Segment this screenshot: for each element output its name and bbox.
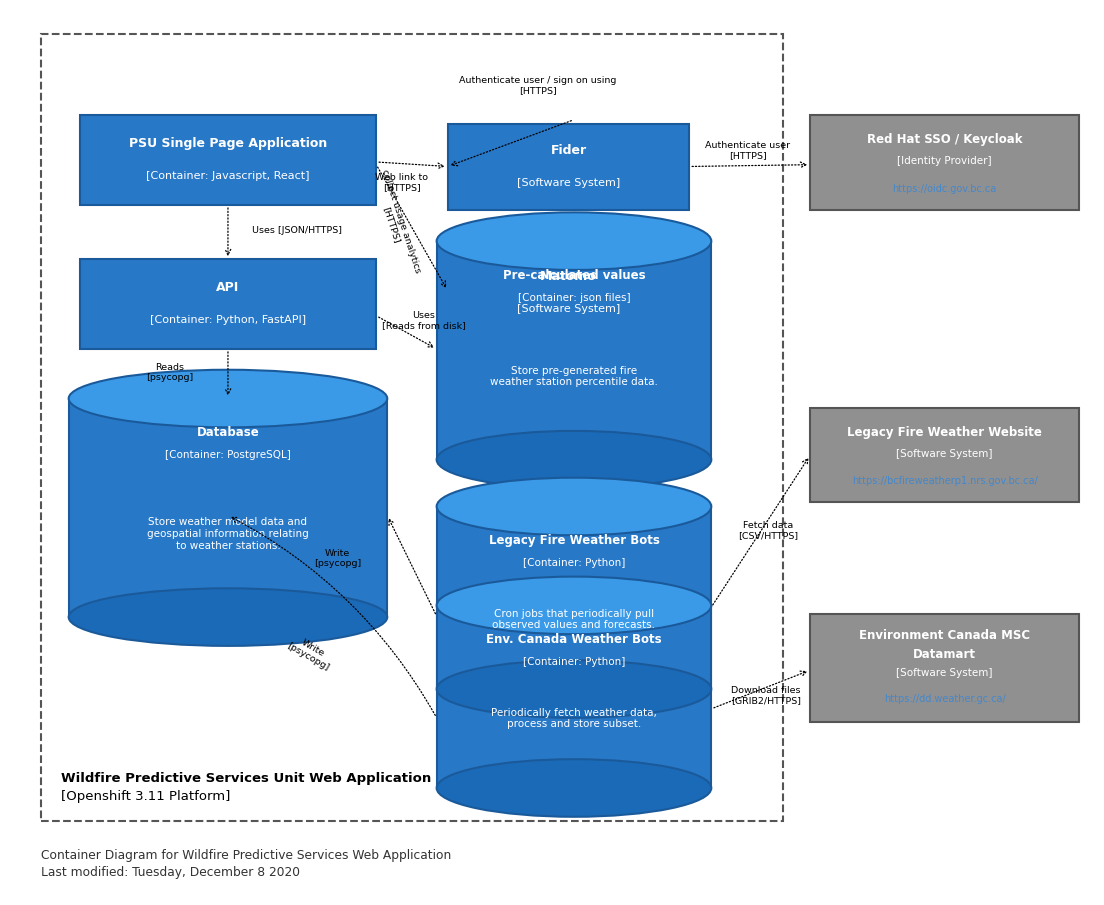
Text: Store pre-generated fire
weather station percentile data.: Store pre-generated fire weather station… (490, 366, 658, 387)
FancyBboxPatch shape (810, 614, 1080, 722)
Bar (437, 241, 711, 460)
Text: https://dd.weather.gc.ca/: https://dd.weather.gc.ca/ (884, 693, 1006, 703)
FancyBboxPatch shape (79, 115, 376, 205)
Text: Uses [JSON/HTTPS]: Uses [JSON/HTTPS] (252, 226, 342, 234)
Text: Write
[psycopg]: Write [psycopg] (315, 549, 361, 568)
Ellipse shape (68, 370, 388, 427)
Text: [Identity Provider]: [Identity Provider] (898, 157, 992, 167)
Bar (437, 507, 711, 689)
Text: Store weather model data and
geospatial information relating
to weather stations: Store weather model data and geospatial … (147, 518, 309, 550)
Text: Container Diagram for Wildfire Predictive Services Web Application: Container Diagram for Wildfire Predictiv… (41, 849, 452, 862)
Text: [Container: Python, FastAPI]: [Container: Python, FastAPI] (150, 315, 306, 325)
Ellipse shape (437, 431, 711, 489)
Text: Fetch data
[CSV/HTTPS]: Fetch data [CSV/HTTPS] (739, 521, 798, 540)
Text: API: API (216, 281, 240, 294)
Ellipse shape (68, 588, 388, 646)
FancyBboxPatch shape (810, 407, 1080, 502)
Text: Periodically fetch weather data,
process and store subset.: Periodically fetch weather data, process… (491, 708, 657, 729)
Ellipse shape (437, 759, 711, 817)
Text: [Software System]: [Software System] (896, 449, 992, 459)
Text: [Software System]: [Software System] (896, 668, 992, 678)
Ellipse shape (437, 576, 711, 634)
Text: Authenticate user / sign on using
[HTTPS]: Authenticate user / sign on using [HTTPS… (459, 76, 616, 95)
Text: Red Hat SSO / Keycloak: Red Hat SSO / Keycloak (867, 133, 1022, 147)
Text: Last modified: Tuesday, December 8 2020: Last modified: Tuesday, December 8 2020 (41, 866, 300, 879)
Text: Wildfire Predictive Services Unit Web Application: Wildfire Predictive Services Unit Web Ap… (61, 772, 432, 785)
Text: [Openshift 3.11 Platform]: [Openshift 3.11 Platform] (61, 789, 231, 803)
Text: Write
[psycopg]: Write [psycopg] (285, 632, 336, 672)
Text: Download files
[GRIB2/HTTPS]: Download files [GRIB2/HTTPS] (731, 686, 802, 705)
Text: collect usage analytics
[HTTPS]: collect usage analytics [HTTPS] (370, 168, 422, 278)
Text: Env. Canada Weather Bots: Env. Canada Weather Bots (486, 634, 661, 646)
Text: https://oidc.gov.bc.ca: https://oidc.gov.bc.ca (892, 184, 997, 194)
Text: [Container: Python]: [Container: Python] (523, 657, 625, 667)
Text: Matomo: Matomo (540, 271, 597, 283)
Text: [Container: PostgreSQL]: [Container: PostgreSQL] (164, 450, 290, 461)
Ellipse shape (437, 478, 711, 535)
Text: Database: Database (197, 426, 259, 439)
FancyBboxPatch shape (447, 250, 689, 336)
Text: Web link to
[HTTPS]: Web link to [HTTPS] (375, 173, 428, 193)
Text: Fider: Fider (551, 144, 586, 157)
Text: https://bcfireweatherp1.nrs.gov.bc.ca/: https://bcfireweatherp1.nrs.gov.bc.ca/ (852, 476, 1038, 486)
Text: [Container: json files]: [Container: json files] (518, 293, 630, 303)
Text: PSU Single Page Application: PSU Single Page Application (129, 138, 327, 150)
Text: Legacy Fire Weather Bots: Legacy Fire Weather Bots (489, 534, 659, 548)
FancyBboxPatch shape (79, 259, 376, 349)
Text: Datamart: Datamart (913, 648, 976, 661)
Text: [Software System]: [Software System] (517, 304, 620, 314)
Text: [Container: Python]: [Container: Python] (523, 558, 625, 568)
Text: [Software System]: [Software System] (517, 178, 620, 188)
Bar (68, 398, 388, 617)
FancyBboxPatch shape (447, 124, 689, 210)
Text: Cron jobs that periodically pull
observed values and forecasts.: Cron jobs that periodically pull observe… (492, 609, 656, 631)
Text: Authenticate user
[HTTPS]: Authenticate user [HTTPS] (705, 140, 790, 160)
Text: [Container: Javascript, React]: [Container: Javascript, React] (146, 171, 310, 181)
Ellipse shape (437, 661, 711, 718)
Text: Uses
[Reads from disk]: Uses [Reads from disk] (382, 310, 466, 330)
Text: Reads
[psycopg]: Reads [psycopg] (146, 363, 193, 382)
Text: Environment Canada MSC: Environment Canada MSC (859, 630, 1030, 643)
Text: Pre-calculated values: Pre-calculated values (502, 269, 645, 281)
Bar (437, 605, 711, 788)
FancyBboxPatch shape (810, 115, 1080, 210)
Text: Legacy Fire Weather Website: Legacy Fire Weather Website (847, 425, 1042, 439)
Ellipse shape (437, 213, 711, 270)
